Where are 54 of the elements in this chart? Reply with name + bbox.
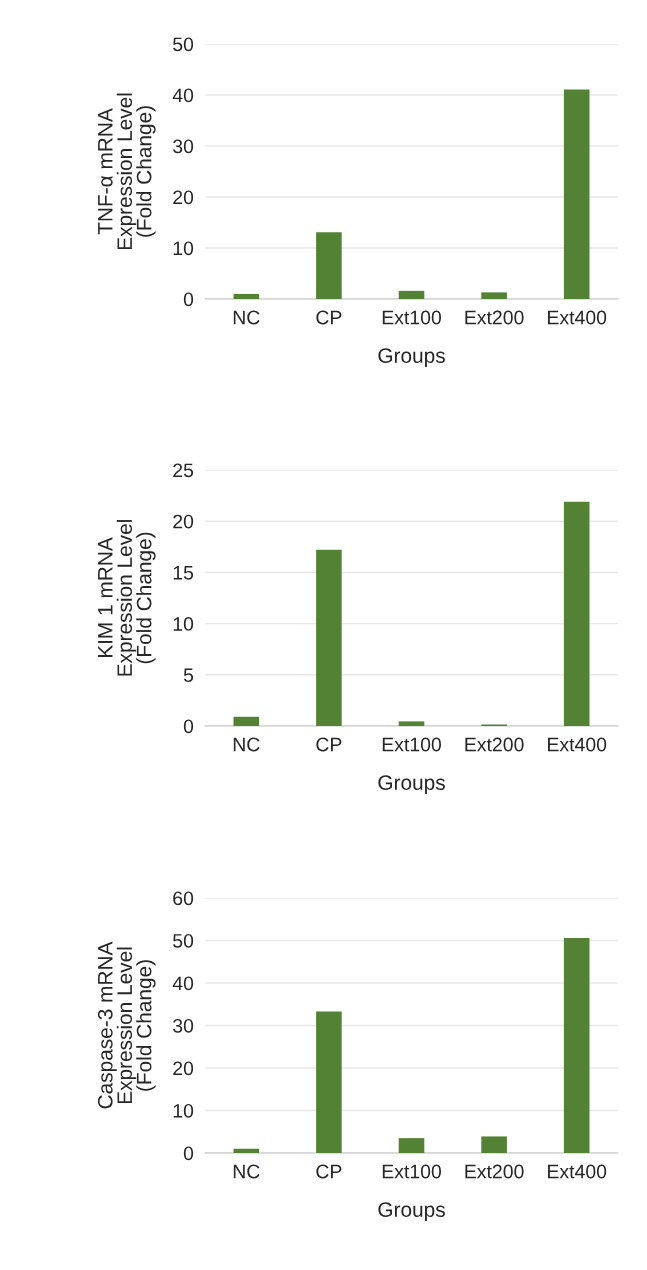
y-tick-label: 30	[173, 1018, 194, 1033]
y-tick-label: 30	[173, 139, 194, 154]
bar	[481, 1136, 507, 1153]
y-tick-label: 40	[172, 88, 194, 103]
bar	[563, 89, 590, 299]
bar	[316, 1011, 342, 1153]
y-tick-label: 50	[173, 37, 194, 52]
x-tick-label: Ext200	[465, 1164, 524, 1179]
bar	[233, 1148, 260, 1153]
bar	[233, 716, 260, 726]
y-tick-label: 60	[173, 891, 194, 906]
y-tick-label: 10	[173, 1103, 194, 1118]
bar	[398, 290, 425, 299]
x-tick-label: NC	[233, 737, 260, 752]
x-tick-label: Ext400	[548, 310, 607, 325]
x-axis-title: Groups	[378, 775, 445, 795]
bar	[481, 292, 507, 299]
x-tick-label: Ext100	[382, 310, 442, 325]
x-tick-label: CP	[316, 737, 342, 752]
bar	[563, 501, 590, 726]
bar	[398, 1138, 425, 1153]
y-tick-label: 20	[173, 1061, 194, 1076]
x-tick-label: Ext200	[465, 737, 524, 752]
x-axis-title: Groups	[378, 348, 445, 368]
bar	[316, 232, 342, 299]
y-axis-title: KIM 1 mRNA Expression Level (Fold Change)	[98, 520, 156, 676]
y-tick-label: 50	[173, 933, 194, 948]
x-tick-label: CP	[316, 310, 342, 325]
y-tick-label: 20	[173, 514, 194, 529]
x-tick-label: Ext100	[382, 1164, 442, 1179]
x-tick-label: NC	[233, 1164, 260, 1179]
x-tick-label: Ext400	[548, 737, 607, 752]
y-tick-label: 25	[173, 463, 194, 478]
y-tick-label: 10	[173, 241, 194, 256]
y-tick-label: 0	[183, 1146, 194, 1161]
y-axis-title: TNF-α mRNA Expression Level (Fold Change)	[98, 93, 156, 250]
x-axis-title: Groups	[378, 1202, 445, 1222]
y-tick-label: 15	[173, 566, 194, 580]
x-tick-label: CP	[316, 1164, 342, 1179]
y-tick-label: 5	[183, 668, 194, 683]
bar	[316, 549, 342, 726]
y-tick-label: 0	[183, 719, 194, 734]
y-tick-label: 0	[183, 292, 194, 307]
y-tick-label: 40	[172, 976, 194, 991]
x-tick-label: Ext100	[382, 737, 442, 752]
y-tick-label: 20	[173, 190, 194, 205]
y-tick-label: 10	[173, 617, 194, 631]
x-tick-label: Ext400	[548, 1164, 607, 1179]
x-tick-label: NC	[233, 310, 260, 325]
bar	[563, 937, 590, 1153]
y-axis-title: Caspase-3 mRNA Expression Level (Fold Change)	[97, 941, 156, 1109]
bar	[398, 721, 425, 726]
x-tick-label: Ext200	[465, 310, 524, 325]
bar	[233, 293, 260, 299]
